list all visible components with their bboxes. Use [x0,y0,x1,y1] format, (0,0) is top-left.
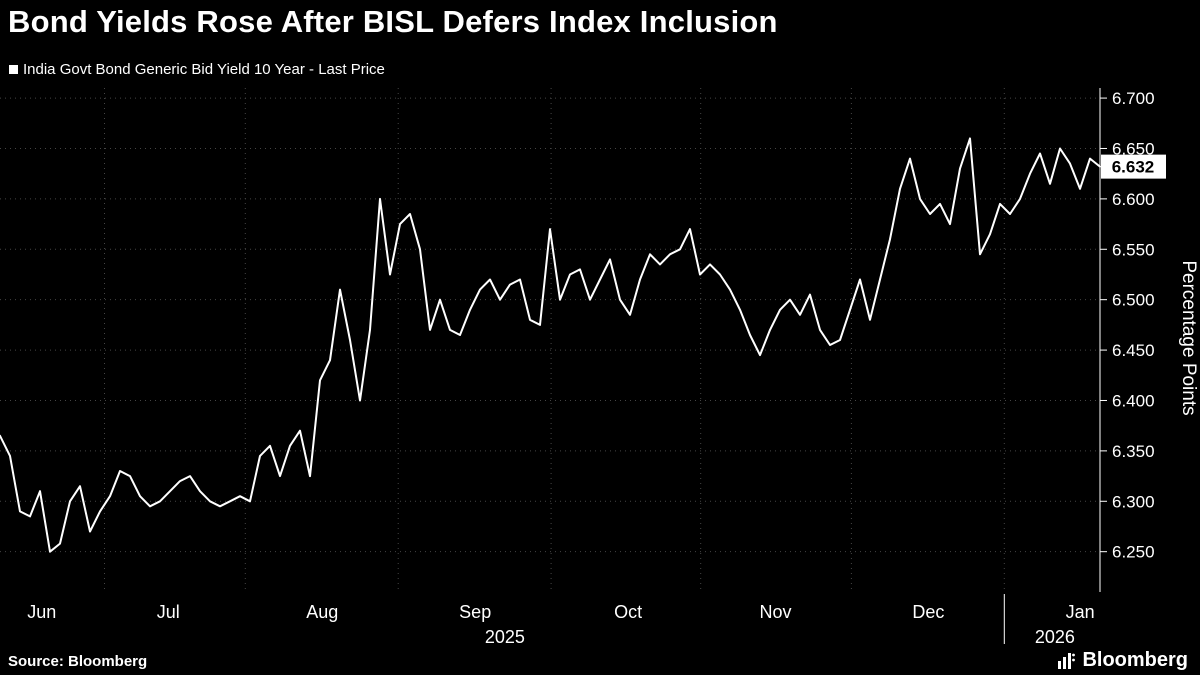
y-tick-label: 6.700 [1112,89,1155,108]
yield-line [0,137,1101,553]
month-label: Jun [27,602,56,622]
y-tick-label: 6.250 [1112,543,1155,562]
bloomberg-logo-text: Bloomberg [1082,649,1188,671]
year-label: 2026 [1035,627,1075,647]
month-label: Jan [1066,602,1095,622]
bloomberg-logo-icon [1058,652,1076,669]
legend-marker-icon [9,65,18,74]
source-label: Source: Bloomberg [8,653,148,670]
y-tick-label: 6.550 [1112,240,1155,259]
year-label: 2025 [485,627,525,647]
y-tick-label: 6.650 [1112,139,1155,158]
y-tick-label: 6.450 [1112,341,1155,360]
yield-line-chart: 6.700 6.650 6.600 6.550 6.500 6.450 6.400 6.350… [0,88,1199,647]
month-label: Dec [912,602,944,622]
legend-label: India Govt Bond Generic Bid Yield 10 Yea… [23,61,385,78]
chart-title: Bond Yields Rose After BISL Defers Index… [8,4,778,39]
last-price-flag [1101,154,1166,179]
bloomberg-logo: Bloomberg [1056,649,1188,672]
y-tick-label: 6.300 [1112,492,1155,511]
y-tick-label: 6.500 [1112,291,1155,310]
month-label: Nov [759,602,791,622]
last-price-label: 6.632 [1112,158,1155,177]
month-label: Jul [157,602,180,622]
legend: India Govt Bond Generic Bid Yield 10 Yea… [9,61,385,78]
y-tick-label: 6.400 [1112,391,1155,410]
percentage-points-label: Percentage Points [1178,260,1199,415]
y-tick-label: 6.600 [1112,190,1155,209]
month-label: Aug [306,602,338,622]
month-label: Oct [614,602,642,622]
month-label: Sep [459,602,491,622]
y-tick-label: 6.350 [1112,442,1155,461]
